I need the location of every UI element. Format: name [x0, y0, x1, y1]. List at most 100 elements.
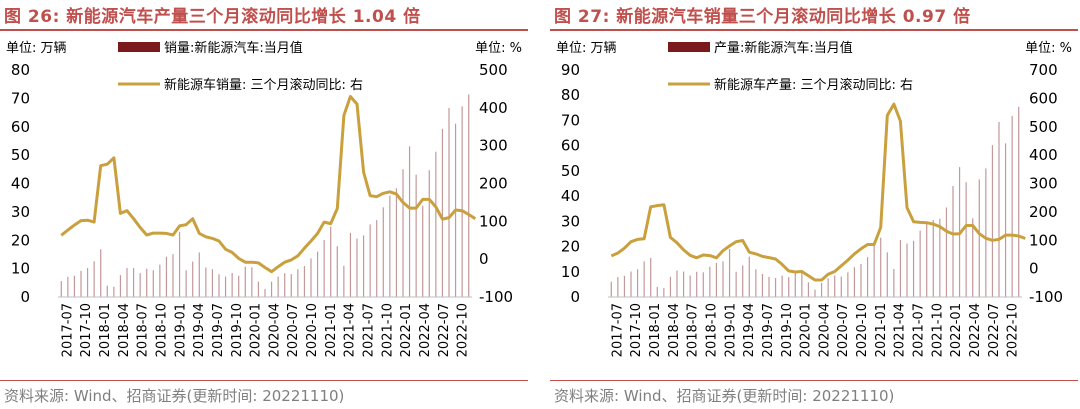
bar [126, 268, 128, 297]
bar [428, 170, 430, 297]
x-tick-label: 2020-01 [249, 303, 264, 357]
bar [965, 182, 967, 297]
x-tick-label: 2021-07 [362, 303, 377, 357]
x-tick-label: 2018-04 [667, 303, 682, 357]
bar [106, 285, 108, 297]
bar [702, 272, 704, 297]
bar [991, 145, 994, 297]
bar [893, 269, 895, 297]
bar [119, 275, 122, 297]
bar [395, 188, 398, 297]
x-tick-label: 2018-10 [155, 303, 170, 357]
bar [847, 272, 849, 297]
x-tick-label: 2020-10 [305, 303, 320, 357]
x-tick-label: 2021-04 [893, 303, 908, 357]
bar [715, 262, 718, 297]
x-tick-label: 2017-07 [610, 303, 625, 357]
bar [165, 256, 168, 297]
bar [349, 232, 352, 297]
bar [146, 268, 148, 297]
x-tick-label: 2020-01 [799, 303, 814, 357]
bar [303, 266, 306, 297]
x-tick-label: 2019-07 [211, 303, 226, 357]
x-tick-label: 2022-07 [437, 303, 452, 357]
y2-tick-label: 400 [1029, 146, 1058, 164]
x-tick-label: 2018-07 [686, 303, 701, 357]
figure-title: 图 27: 新能源汽车销量三个月滚动同比增长 0.97 倍 [554, 2, 971, 27]
y2-tick-label: 500 [1029, 118, 1058, 136]
bar [1018, 106, 1020, 297]
bar [448, 108, 450, 298]
bar [682, 271, 685, 297]
y-tick-label: 60 [561, 137, 580, 155]
bar [468, 94, 470, 297]
y-tick-label: 50 [11, 146, 30, 164]
bar [192, 261, 194, 297]
y-tick-label: 30 [561, 212, 580, 230]
bar [211, 269, 214, 297]
bar [402, 169, 404, 297]
bar [781, 275, 783, 297]
x-tick-label: 2019-10 [230, 303, 245, 357]
bar [251, 267, 253, 297]
y2-tick-label: -100 [1029, 288, 1063, 306]
x-tick-label: 2021-10 [930, 303, 945, 357]
bar [382, 207, 384, 297]
bar [238, 275, 240, 297]
bar [290, 274, 292, 297]
bar [728, 249, 731, 297]
legend-bar-label: 产量:新能源汽车:当月值 [714, 40, 853, 56]
bar [185, 270, 187, 297]
y-tick-label: 10 [561, 263, 580, 281]
figure-27: 图 27: 新能源汽车销量三个月滚动同比增长 0.97 倍 单位: 万辆 单位: … [550, 0, 1080, 409]
bar [67, 276, 69, 297]
bar [630, 271, 632, 297]
y-tick-label: 0 [570, 288, 580, 306]
y2-tick-label: 300 [1029, 175, 1058, 193]
bar [1011, 115, 1013, 297]
figure-label: 图 26: [4, 7, 60, 27]
bar [952, 186, 954, 297]
x-tick-label: 2018-01 [648, 303, 663, 357]
x-tick-label: 2021-01 [324, 303, 339, 357]
figure-label: 图 27: [554, 7, 610, 27]
bar [932, 220, 934, 297]
y-tick-label: 0 [20, 288, 30, 306]
bar [788, 277, 790, 297]
x-tick-label: 2019-10 [780, 303, 795, 357]
x-tick-label: 2021-07 [912, 303, 927, 357]
y2-tick-label: 700 [1029, 61, 1058, 79]
legend-bar-label: 销量:新能源汽车:当月值 [164, 40, 303, 56]
x-tick-label: 2019-01 [723, 303, 738, 357]
bar [748, 256, 750, 297]
x-tick-label: 2022-10 [1006, 303, 1021, 357]
bar [656, 286, 658, 297]
bar [794, 273, 796, 297]
bar [297, 269, 299, 297]
bar [610, 281, 612, 297]
x-tick-label: 2020-07 [286, 303, 301, 357]
bar [774, 278, 777, 297]
x-tick-label: 2018-07 [136, 303, 151, 357]
y2-tick-label: -100 [479, 288, 513, 306]
legend-line-label: 新能源车销量: 三个月滚动同比: 右 [164, 77, 363, 93]
bar [820, 282, 823, 297]
bar [336, 246, 338, 297]
bar [264, 289, 266, 297]
bar [93, 261, 95, 297]
bar [60, 281, 62, 297]
y-tick-label: 50 [561, 162, 580, 180]
figure-title: 图 26: 新能源汽车产量三个月滚动同比增长 1.04 倍 [4, 2, 421, 27]
left-unit-label: 单位: 万辆 [556, 41, 617, 56]
x-tick-label: 2022-04 [968, 303, 983, 357]
bar [86, 268, 89, 297]
bar [205, 267, 207, 297]
y2-tick-label: 600 [1029, 89, 1058, 107]
bar [939, 218, 941, 297]
bar [257, 281, 260, 297]
source-rule [0, 380, 528, 381]
y2-tick-label: 300 [479, 137, 508, 155]
figure-26: 图 26: 新能源汽车产量三个月滚动同比增长 1.04 倍 单位: 万辆 单位: … [0, 0, 530, 409]
bar [139, 273, 141, 297]
